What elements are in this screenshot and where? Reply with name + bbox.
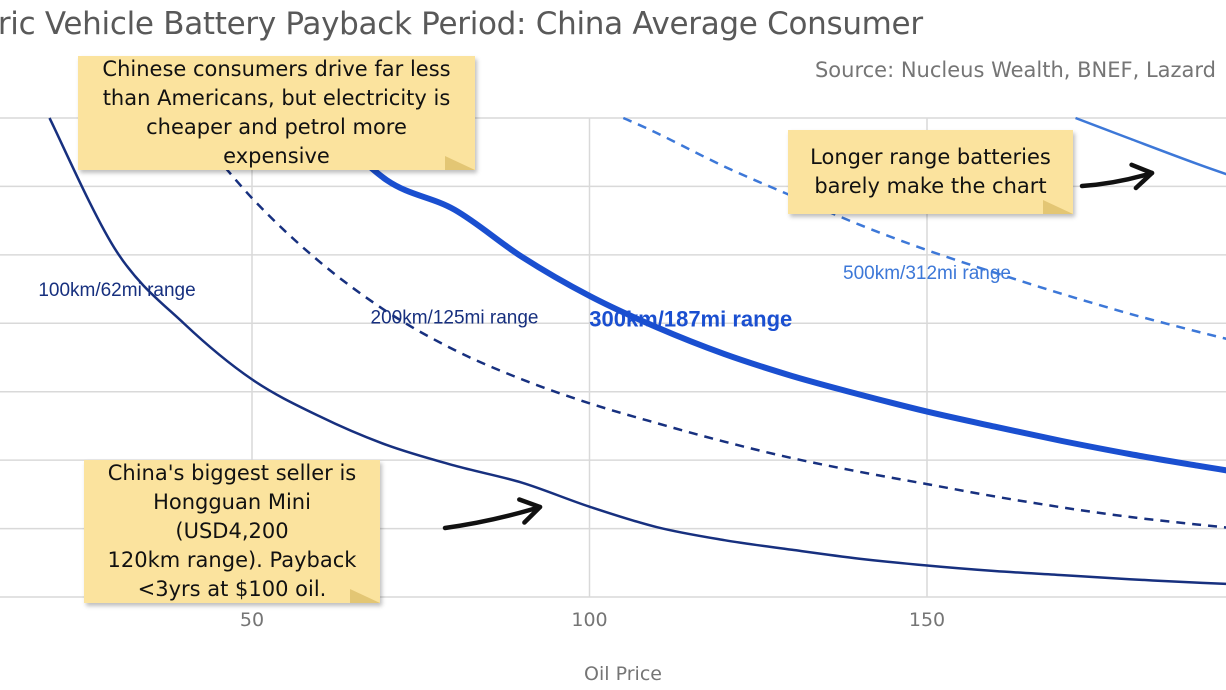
chart-title: tric Vehicle Battery Payback Period: Chi… (0, 6, 923, 42)
arrow-biggest-seller (442, 497, 543, 531)
series-label-3: 500km/312mi range (843, 263, 1011, 284)
series-label-2: 300km/187mi range (589, 307, 792, 332)
series-lines (48, 115, 1226, 586)
x-tick-label: 100 (571, 609, 607, 631)
source-note: Source: Nucleus Wealth, BNEF, Lazard (814, 58, 1216, 82)
series-labels: 100km/62mi range 200km/125mi range 300km/1… (38, 263, 1011, 332)
x-tick-label: 50 (240, 609, 264, 631)
arrow-longer-range (1079, 162, 1155, 191)
annotation-longer-range: Longer range batteries barely make the c… (788, 130, 1073, 214)
series-line-2 (317, 115, 1226, 474)
annotation-china-consumers: Chinese consumers drive far less than Am… (78, 56, 475, 170)
x-tick-label: 150 (909, 609, 945, 631)
x-axis-ticks: 50 100 150 (240, 609, 945, 631)
series-line-0 (48, 117, 1226, 586)
series-label-0: 100km/62mi range (38, 280, 195, 301)
arrows (442, 162, 1155, 531)
series-line-4 (1075, 116, 1226, 176)
series-label-1: 200km/125mi range (371, 307, 539, 328)
series-line-1 (183, 117, 1226, 529)
x-axis-label: Oil Price (584, 663, 662, 685)
annotation-biggest-seller: China's biggest seller is Hongguan Mini … (84, 460, 380, 603)
